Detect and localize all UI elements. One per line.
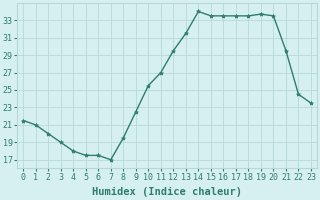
X-axis label: Humidex (Indice chaleur): Humidex (Indice chaleur)	[92, 187, 242, 197]
